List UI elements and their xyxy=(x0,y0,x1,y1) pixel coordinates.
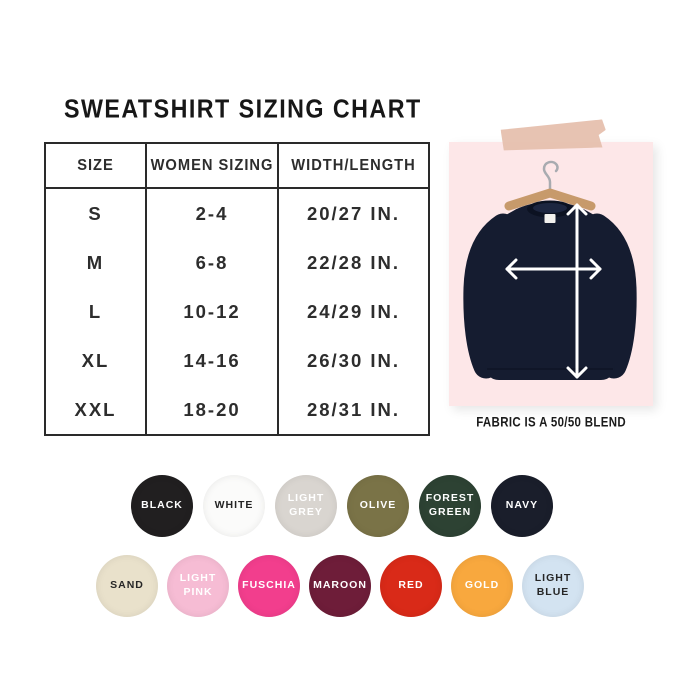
color-swatch: FOREST GREEN xyxy=(419,475,481,537)
tape-decoration xyxy=(500,119,606,152)
swatch-label: GOLD xyxy=(464,579,500,592)
swatch-label: LIGHT BLUE xyxy=(534,572,572,598)
hanger-wood-icon xyxy=(504,188,596,211)
color-swatch: MAROON xyxy=(309,555,371,617)
women-sizing-cell: 14-16 xyxy=(145,336,278,385)
swatch-label: NAVY xyxy=(505,499,539,512)
women-sizing-cell: 10-12 xyxy=(145,287,278,336)
women-sizing-cell: 2-4 xyxy=(145,188,278,238)
swatch-label: LIGHT PINK xyxy=(179,572,217,598)
table-row: S 2-4 20/27 IN. xyxy=(45,188,429,238)
table-row: L 10-12 24/29 IN. xyxy=(45,287,429,336)
color-swatch: SAND xyxy=(96,555,158,617)
figure-caption: FABRIC IS A 50/50 BLEND xyxy=(449,413,653,431)
column-header: WIDTH/LENGTH xyxy=(278,141,428,191)
color-swatch: FUSCHIA xyxy=(238,555,300,617)
neck-label-tag xyxy=(544,214,556,223)
size-cell: XL xyxy=(81,349,110,371)
width-length-cell: 22/28 IN. xyxy=(277,238,429,287)
swatch-label: WHITE xyxy=(214,499,254,512)
swatch-label: MAROON xyxy=(313,579,367,592)
page-title: SWEATSHIRT SIZING CHART xyxy=(64,95,422,125)
swatch-label: BLACK xyxy=(141,499,183,512)
width-length-cell: 28/31 IN. xyxy=(277,385,429,435)
color-swatch: NAVY xyxy=(491,475,553,537)
measurement-arrows xyxy=(505,203,602,379)
sweatshirt-photo xyxy=(449,142,653,406)
table-row: M 6-8 22/28 IN. xyxy=(45,238,429,287)
size-cell: XXL xyxy=(74,398,117,420)
color-swatch: LIGHT BLUE xyxy=(522,555,584,617)
sweatshirt-graphic xyxy=(463,160,637,380)
size-cell: M xyxy=(86,251,105,273)
sweatshirt-body xyxy=(485,202,615,380)
color-swatch: LIGHT PINK xyxy=(167,555,229,617)
color-swatch: RED xyxy=(380,555,442,617)
swatch-label: RED xyxy=(398,579,424,592)
color-swatch: GOLD xyxy=(451,555,513,617)
width-length-cell: 20/27 IN. xyxy=(277,188,429,238)
table-row: XXL 18-20 28/31 IN. xyxy=(45,385,429,435)
swatch-label: FUSCHIA xyxy=(242,579,296,592)
color-swatch: OLIVE xyxy=(347,475,409,537)
width-length-cell: 24/29 IN. xyxy=(277,287,429,336)
hanger-hook-icon xyxy=(542,160,559,194)
color-swatch: WHITE xyxy=(203,475,265,537)
size-cell: S xyxy=(88,202,103,224)
fabric-note: FABRIC IS A 50/50 BLEND xyxy=(476,414,626,430)
swatch-row-1: BLACK WHITE LIGHT GREY OLIVE FOREST GREE… xyxy=(131,475,553,537)
swatch-label: LIGHT GREY xyxy=(287,492,325,518)
color-swatch: BLACK xyxy=(131,475,193,537)
sizing-table: SIZE WOMEN SIZING WIDTH/LENGTH S 2-4 20/… xyxy=(44,141,430,436)
header-row: SIZE WOMEN SIZING WIDTH/LENGTH xyxy=(45,141,429,191)
swatch-row-2: SAND LIGHT PINK FUSCHIA MAROON RED GOLD xyxy=(96,555,584,617)
swatch-label: OLIVE xyxy=(359,499,397,512)
women-sizing-cell: 6-8 xyxy=(145,238,278,287)
table-row: XL 14-16 26/30 IN. xyxy=(45,336,429,385)
size-cell: L xyxy=(88,300,103,322)
column-header: SIZE xyxy=(46,141,145,191)
swatch-label: SAND xyxy=(110,579,144,592)
color-swatch: LIGHT GREY xyxy=(275,475,337,537)
collar-inner xyxy=(533,203,567,213)
column-header: WOMEN SIZING xyxy=(146,141,277,191)
width-length-cell: 26/30 IN. xyxy=(277,336,429,385)
women-sizing-cell: 18-20 xyxy=(145,385,278,435)
swatch-label: FOREST GREEN xyxy=(425,492,475,518)
